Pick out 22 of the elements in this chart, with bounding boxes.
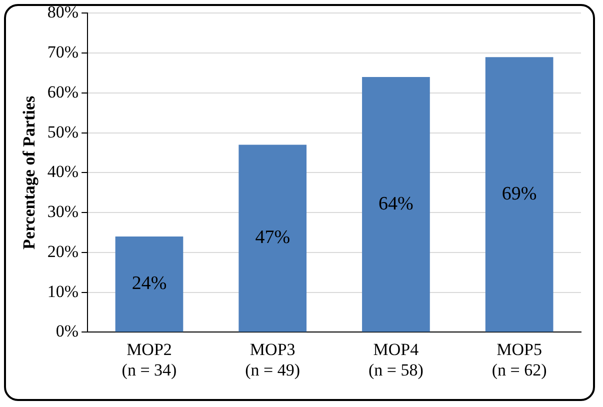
x-tick-label: MOP3 (n = 49): [245, 340, 300, 380]
x-tick-label: MOP4 (n = 58): [368, 340, 424, 380]
y-tick-label: 60%: [47, 82, 79, 102]
bar: [238, 144, 307, 332]
y-tick-label: 80%: [47, 2, 79, 22]
data-label: 24%: [132, 273, 167, 294]
bar: [362, 77, 430, 332]
bar: [485, 57, 554, 332]
bar: [115, 236, 184, 332]
y-tick-label: 10%: [47, 282, 79, 301]
y-tick-label: 40%: [47, 162, 79, 182]
y-tick-label: 30%: [47, 202, 79, 222]
y-tick-label: 20%: [47, 242, 79, 261]
y-tick-label: 70%: [47, 42, 79, 62]
x-tick-label: MOP2 (n = 34): [122, 340, 177, 380]
data-label: 47%: [255, 227, 290, 248]
x-tick-label: MOP5 (n = 62): [492, 340, 547, 380]
data-label: 69%: [502, 183, 537, 204]
y-axis-title: Percentage of Parties: [20, 96, 39, 250]
y-tick-label: 0%: [56, 322, 79, 341]
data-label: 64%: [378, 193, 414, 214]
y-tick-label: 50%: [47, 122, 79, 142]
